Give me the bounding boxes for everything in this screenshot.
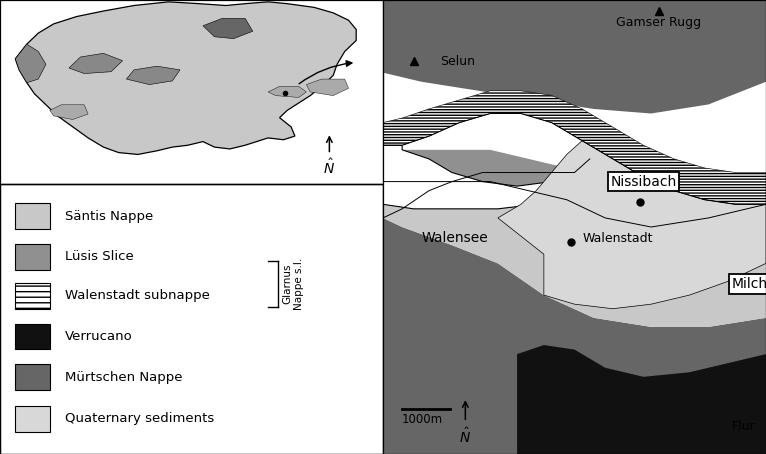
- Text: Walensee: Walensee: [421, 232, 488, 245]
- Bar: [15, 324, 50, 349]
- Polygon shape: [268, 86, 306, 98]
- Text: Lüsis Slice: Lüsis Slice: [65, 250, 134, 263]
- Polygon shape: [498, 141, 766, 309]
- Polygon shape: [50, 105, 88, 119]
- Polygon shape: [517, 345, 766, 454]
- Bar: [15, 406, 50, 432]
- Bar: [15, 283, 50, 309]
- Text: Walenstadt: Walenstadt: [582, 232, 653, 245]
- Text: $\hat{N}$: $\hat{N}$: [460, 427, 471, 446]
- Bar: [15, 203, 50, 229]
- Polygon shape: [69, 53, 123, 74]
- Text: Nissibach: Nissibach: [611, 175, 676, 188]
- Text: Quaternary sediments: Quaternary sediments: [65, 412, 214, 425]
- Polygon shape: [383, 218, 766, 454]
- Polygon shape: [306, 79, 349, 96]
- Bar: [15, 364, 50, 390]
- Polygon shape: [383, 145, 590, 218]
- Text: 1000m: 1000m: [402, 413, 444, 426]
- Text: Milchba: Milchba: [732, 277, 766, 291]
- Polygon shape: [383, 145, 766, 227]
- Text: Verrucano: Verrucano: [65, 330, 133, 343]
- Polygon shape: [383, 0, 766, 114]
- Polygon shape: [383, 91, 766, 204]
- Polygon shape: [15, 2, 356, 154]
- Polygon shape: [126, 66, 180, 84]
- Text: Walenstadt subnappe: Walenstadt subnappe: [65, 290, 210, 302]
- Text: Selun: Selun: [440, 55, 476, 68]
- Text: Gamser Rugg: Gamser Rugg: [616, 16, 702, 29]
- Bar: [15, 244, 50, 270]
- Text: Mürtschen Nappe: Mürtschen Nappe: [65, 370, 182, 384]
- Polygon shape: [383, 182, 766, 327]
- Polygon shape: [203, 18, 253, 39]
- Text: $\hat{N}$: $\hat{N}$: [323, 158, 336, 178]
- Text: Glarnus
Nappe s.l.: Glarnus Nappe s.l.: [282, 258, 304, 310]
- Text: Flur: Flur: [732, 420, 755, 433]
- Polygon shape: [15, 44, 46, 83]
- Text: Säntis Nappe: Säntis Nappe: [65, 210, 153, 223]
